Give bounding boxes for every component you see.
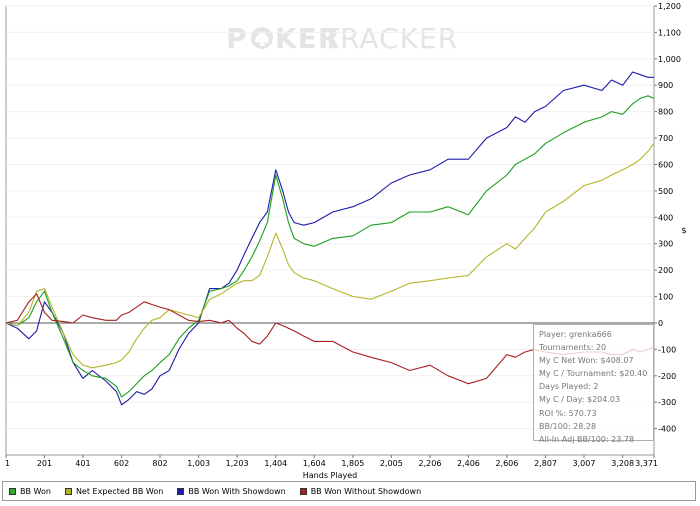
stat-line: Days Played: 2: [539, 382, 599, 392]
watermark: P KER TRACKER: [226, 22, 458, 55]
x-tick-label: 2,807: [534, 459, 557, 468]
legend-item[interactable]: Net Expected BB Won: [64, 486, 164, 496]
x-tick-label: 401: [75, 459, 90, 468]
x-tick-label: 2,206: [419, 459, 442, 468]
line-chart: P KER TRACKER 1 201 401 602 802 1,003 1,203 1,4…: [5, 2, 687, 480]
x-tick-label: 2,406: [457, 459, 480, 468]
legend-item[interactable]: BB Won Without Showdown: [299, 486, 422, 496]
legend-swatch: [299, 487, 307, 495]
watermark-left: P: [226, 22, 248, 55]
stat-line: My C / Day: $204.03: [539, 395, 621, 405]
x-tick-label: 802: [152, 459, 167, 468]
legend-label: BB Won: [20, 486, 51, 496]
legend-swatch: [9, 487, 16, 495]
legend: BB Won Net Expected BB Won BB Won With Sho…: [2, 481, 696, 501]
stat-line: My C Net Won: $408.07: [539, 356, 634, 366]
x-tick-label: 1,404: [264, 459, 287, 468]
stat-line: My C / Tournament: $20.40: [539, 369, 648, 379]
x-tick-label: 2,606: [495, 459, 518, 468]
y-tick-label: 300: [658, 240, 673, 249]
stat-line: BB/100: 28.28: [539, 421, 597, 431]
y-tick-label: 1,000: [658, 55, 681, 64]
y-tick-label: 1,100: [658, 28, 681, 37]
x-tick-label: 3,007: [573, 459, 596, 468]
y-tick-label: 400: [658, 213, 673, 222]
spade-logo-icon: [251, 27, 273, 49]
x-tick-label: 3,208: [611, 459, 634, 468]
stat-line: Player: grenka666: [539, 330, 612, 339]
y-tick-label: 0: [658, 319, 663, 328]
y-tick-label: 900: [658, 81, 673, 90]
x-tick-label: 1,003: [187, 459, 210, 468]
stat-line: ROI %: 570.73: [539, 408, 597, 418]
y-tick-label: 600: [658, 160, 673, 169]
y-tick-label: 100: [658, 293, 673, 302]
legend-item[interactable]: BB Won With Showdown: [177, 486, 286, 496]
x-tick-label: 201: [37, 459, 52, 468]
series-line-bb-won: [5, 95, 655, 398]
legend-label: BB Won Without Showdown: [310, 486, 422, 496]
gridlines: [6, 5, 654, 430]
x-tick-label: 1,805: [341, 459, 364, 468]
watermark-mid: KER: [275, 22, 340, 55]
y-tick-label: -400: [658, 425, 676, 434]
legend-label: Net Expected BB Won: [75, 486, 164, 496]
legend-label: BB Won With Showdown: [188, 486, 286, 496]
watermark-right: TRACKER: [321, 22, 458, 55]
x-tick-label: 602: [114, 459, 129, 468]
x-axis-ticks: 1 201 401 602 802 1,003 1,203 1,404 1,604 1,805 2,…: [5, 455, 658, 468]
y-tick-label: 800: [658, 108, 673, 117]
y-tick-label: 500: [658, 187, 673, 196]
y-tick-label: 700: [658, 134, 673, 143]
x-tick-label: 3,371: [635, 459, 658, 468]
y-axis-ticks: -400 -300 -200 -100 0 100 200 300 400 500 600 700 80…: [654, 2, 681, 434]
stats-box: Player: grenka666 Tournaments: 20 My C Net…: [533, 324, 654, 444]
y-axis-title: $: [681, 226, 686, 235]
legend-swatch: [177, 487, 185, 495]
x-tick-label: 1,604: [303, 459, 326, 468]
y-tick-label: 1,200: [658, 2, 681, 11]
x-tick-label: 2,005: [380, 459, 403, 468]
stat-line: All-In Adj BB/100: 23.78: [539, 434, 635, 444]
y-tick-label: -200: [658, 372, 676, 381]
stat-line: Tournaments: 20: [539, 343, 607, 353]
x-tick-label: 1: [5, 459, 10, 468]
x-axis-title: Hands Played: [303, 471, 357, 480]
series-line-net-expected-bb-won: [5, 142, 655, 369]
y-tick-label: -300: [658, 398, 676, 407]
y-tick-label: 200: [658, 266, 673, 275]
legend-swatch: [64, 487, 72, 495]
y-tick-label: -100: [658, 345, 676, 354]
legend-item[interactable]: BB Won: [9, 487, 51, 496]
x-tick-label: 1,203: [226, 459, 249, 468]
